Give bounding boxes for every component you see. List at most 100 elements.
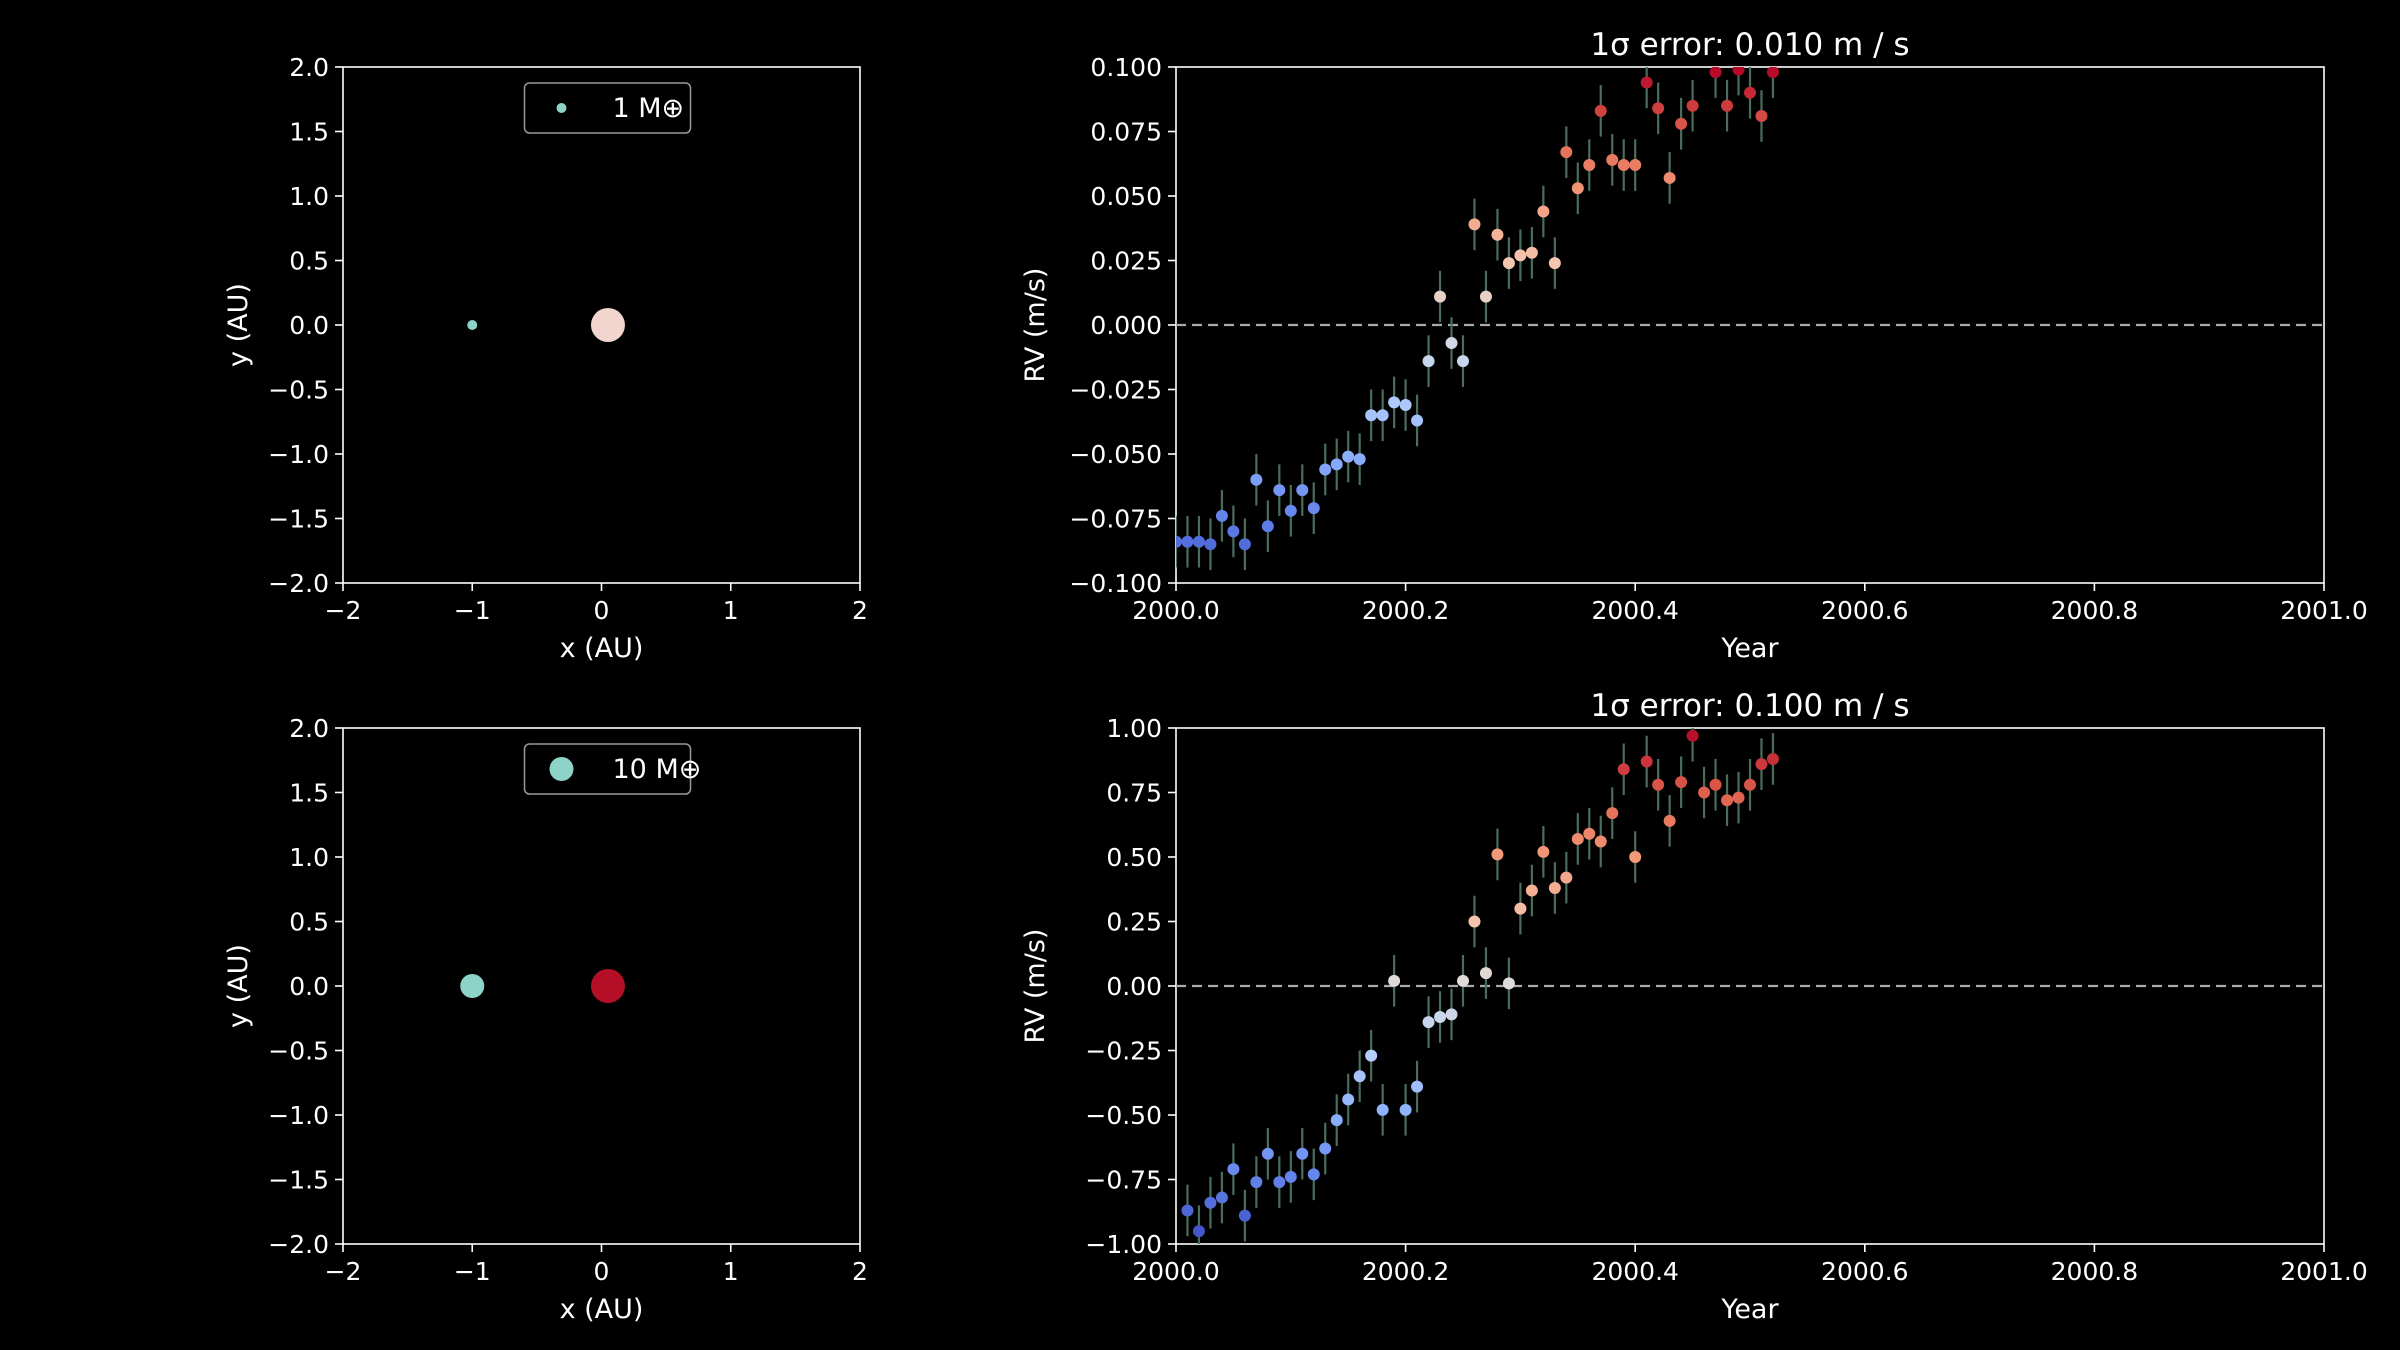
x-tick-label: 2001.0 bbox=[2280, 596, 2367, 625]
data-point bbox=[1261, 520, 1274, 533]
data-point bbox=[1709, 67, 1722, 79]
data-point bbox=[1548, 257, 1561, 270]
y-tick-label: 0.5 bbox=[289, 908, 329, 937]
data-point bbox=[1744, 86, 1756, 99]
data-point bbox=[1457, 355, 1469, 368]
data-point bbox=[1342, 450, 1355, 463]
x-tick-label: 2000.8 bbox=[2051, 1257, 2138, 1286]
data-point bbox=[1537, 845, 1550, 858]
y-tick-label: −1.00 bbox=[1085, 1230, 1162, 1259]
y-tick-label: −1.5 bbox=[268, 1166, 329, 1195]
data-point bbox=[1617, 763, 1630, 776]
data-point bbox=[1411, 1080, 1424, 1093]
x-tick-label: 1 bbox=[723, 1257, 739, 1286]
data-point bbox=[1629, 159, 1642, 172]
legend: 1 M⊕ bbox=[523, 82, 692, 134]
data-point bbox=[1176, 535, 1182, 548]
y-tick-label: −0.25 bbox=[1085, 1037, 1162, 1066]
chart-panel-2: 2000.0 2000.2 2000.4 2000.6 2000.8 2001.0 −0.1… bbox=[1020, 27, 2368, 664]
legend-marker bbox=[556, 103, 567, 113]
data-point bbox=[1594, 104, 1607, 117]
y-tick-label: −0.5 bbox=[268, 376, 329, 405]
data-point bbox=[1365, 1049, 1378, 1062]
x-tick-label: 0 bbox=[594, 1257, 610, 1286]
legend-label: 1 M⊕ bbox=[613, 93, 685, 124]
y-tick-label: 0.100 bbox=[1090, 53, 1162, 82]
legend-box bbox=[523, 82, 692, 134]
data-point bbox=[1721, 794, 1734, 807]
data-point bbox=[1227, 1163, 1240, 1176]
data-point bbox=[1204, 538, 1217, 551]
y-tick-label: 0.00 bbox=[1106, 972, 1162, 1001]
data-point bbox=[1640, 76, 1653, 89]
y-tick-label: 0.075 bbox=[1090, 118, 1162, 147]
x-tick-label: −1 bbox=[454, 1257, 491, 1286]
y-axis-label: RV (m/s) bbox=[1020, 268, 1051, 383]
star-marker bbox=[590, 308, 625, 342]
data-point bbox=[1468, 218, 1481, 231]
data-point bbox=[1296, 484, 1309, 497]
data-point bbox=[1491, 848, 1504, 861]
x-tick-label: 2 bbox=[852, 596, 868, 625]
y-tick-label: 2.0 bbox=[289, 53, 329, 82]
data-point bbox=[1181, 1204, 1194, 1217]
data-point bbox=[1709, 778, 1722, 791]
data-point bbox=[1261, 1147, 1274, 1160]
data-point bbox=[1399, 398, 1412, 411]
data-point bbox=[1227, 525, 1240, 538]
data-point bbox=[1755, 758, 1768, 771]
data-point bbox=[1502, 257, 1515, 270]
data-point bbox=[1215, 1191, 1228, 1204]
data-point bbox=[1342, 1093, 1355, 1106]
y-tick-label: −0.100 bbox=[1069, 569, 1162, 598]
data-point bbox=[1307, 1168, 1320, 1181]
data-point bbox=[1434, 290, 1447, 303]
data-point bbox=[1525, 884, 1538, 897]
data-point bbox=[1457, 974, 1469, 987]
y-tick-label: 0.0 bbox=[289, 311, 329, 340]
y-tick-label: 1.0 bbox=[289, 843, 329, 872]
x-tick-label: 2001.0 bbox=[2280, 1257, 2367, 1286]
y-tick-label: 0.0 bbox=[289, 972, 329, 1001]
data-point bbox=[1594, 835, 1607, 848]
data-point bbox=[1491, 228, 1504, 241]
y-tick-label: −0.50 bbox=[1085, 1101, 1162, 1130]
data-point bbox=[1422, 355, 1435, 368]
data-point bbox=[1663, 814, 1676, 827]
data-point bbox=[1192, 535, 1205, 548]
axes-frame bbox=[1175, 66, 2325, 584]
data-point bbox=[1479, 967, 1492, 980]
y-tick-label: −1.0 bbox=[268, 440, 329, 469]
y-tick-label: −0.5 bbox=[268, 1037, 329, 1066]
data-point bbox=[1284, 504, 1297, 517]
data-point bbox=[1571, 832, 1584, 845]
data-point bbox=[1399, 1103, 1412, 1116]
x-axis-label: x (AU) bbox=[560, 1294, 644, 1325]
x-tick-label: −1 bbox=[454, 596, 491, 625]
data-point bbox=[1376, 409, 1389, 422]
data-point bbox=[1250, 1176, 1263, 1189]
y-tick-label: −0.050 bbox=[1069, 440, 1162, 469]
y-tick-label: −2.0 bbox=[268, 569, 329, 598]
y-tick-label: −2.0 bbox=[268, 1230, 329, 1259]
data-point bbox=[1698, 786, 1711, 799]
data-point bbox=[1445, 337, 1458, 350]
y-tick-label: 1.5 bbox=[289, 118, 329, 147]
x-axis-label: Year bbox=[1720, 633, 1779, 664]
x-tick-label: 1 bbox=[723, 596, 739, 625]
legend-box bbox=[523, 743, 692, 795]
data-point bbox=[1388, 396, 1401, 409]
y-tick-label: 0.75 bbox=[1106, 779, 1162, 808]
data-point bbox=[1238, 538, 1251, 551]
x-axis-label: Year bbox=[1720, 1294, 1779, 1325]
data-point bbox=[1319, 463, 1332, 476]
data-point bbox=[1766, 67, 1779, 79]
data-point bbox=[1686, 99, 1699, 112]
x-tick-label: 2000.6 bbox=[1821, 1257, 1908, 1286]
data-point bbox=[1502, 977, 1515, 990]
y-axis-label: y (AU) bbox=[223, 283, 254, 367]
data-point bbox=[1514, 249, 1527, 262]
data-point bbox=[1238, 1209, 1251, 1222]
x-tick-label: 2000.0 bbox=[1132, 596, 1219, 625]
data-point bbox=[1353, 1070, 1366, 1083]
